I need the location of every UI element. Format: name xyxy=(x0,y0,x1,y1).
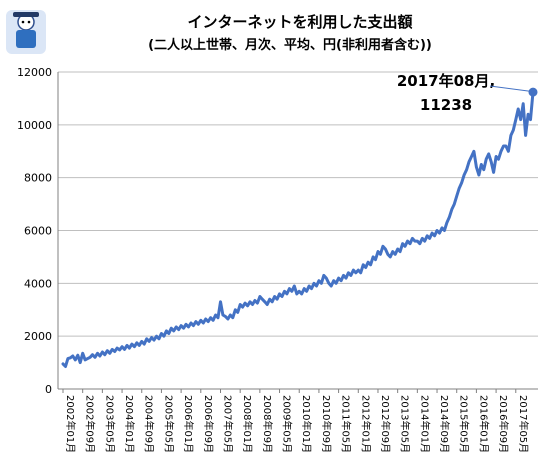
x-tick-label: 2014年01月 xyxy=(418,395,431,453)
annotation-date: 2017年08月, xyxy=(397,72,495,90)
x-tick-label: 2012年01月 xyxy=(359,395,372,453)
y-tick-label: 10000 xyxy=(17,119,52,132)
series-layer xyxy=(61,87,538,368)
x-tick-label: 2005年05月 xyxy=(162,395,175,453)
x-tick-label: 2002年09月 xyxy=(84,395,97,453)
annotation-value: 11238 xyxy=(420,96,472,114)
y-tick-label: 2000 xyxy=(24,330,52,343)
x-tick-label: 2014年09月 xyxy=(438,395,451,453)
y-tick-label: 12000 xyxy=(17,66,52,79)
x-tick-label: 2008年09月 xyxy=(261,395,274,453)
y-tick-label: 6000 xyxy=(24,225,52,238)
y-tick-label: 4000 xyxy=(24,277,52,290)
x-tick-label: 2006年09月 xyxy=(202,395,215,453)
x-tick-label: 2008年01月 xyxy=(241,395,254,453)
x-tick-label: 2012年09月 xyxy=(379,395,392,453)
x-tick-label: 2016年09月 xyxy=(497,395,510,453)
y-axis-tick-labels: 0 2000 4000 6000 8000 10000 12000 xyxy=(17,66,52,396)
y-tick-label: 8000 xyxy=(24,172,52,185)
x-tick-label: 2009年05月 xyxy=(281,395,294,453)
x-tick-label: 2004年09月 xyxy=(143,395,156,453)
gridlines xyxy=(58,71,538,337)
y-tick-label: 0 xyxy=(45,383,52,396)
x-tick-label: 2010年09月 xyxy=(320,395,333,453)
x-tick-label: 2015年05月 xyxy=(458,395,471,453)
x-tick-label: 2006年01月 xyxy=(182,395,195,453)
series-line xyxy=(61,90,535,368)
x-tick-label: 2004年01月 xyxy=(123,395,136,453)
annotation-layer: 2017年08月, 11238 xyxy=(397,72,530,114)
mascot-logo xyxy=(6,10,46,54)
x-tick-label: 2016年01月 xyxy=(477,395,490,453)
x-tick-label: 2002年01月 xyxy=(64,395,77,453)
x-tick-label: 2013年05月 xyxy=(399,395,412,453)
last-point-marker xyxy=(528,87,538,97)
x-tick-label: 2007年05月 xyxy=(221,395,234,453)
chart-title: インターネットを利用した支出額 xyxy=(187,13,412,31)
axes xyxy=(57,72,538,390)
chart-subtitle: (二人以上世帯、月次、平均、円(非利用者含む)) xyxy=(148,37,432,53)
annotation-leader-line xyxy=(489,85,530,92)
x-tick-label: 2003年05月 xyxy=(103,395,116,453)
x-tick-label: 2010年01月 xyxy=(300,395,313,453)
x-tick-label: 2017年05月 xyxy=(517,395,530,453)
x-axis-tick-labels: 2002年01月 2002年09月 2003年05月 2004年01月 2004年09月… xyxy=(62,389,530,453)
x-tick-label: 2011年05月 xyxy=(340,395,353,453)
